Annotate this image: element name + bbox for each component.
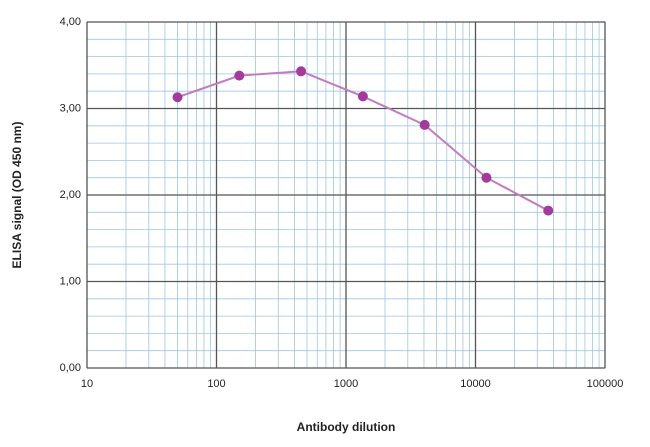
x-tick-label: 100000 [587,378,624,390]
y-tick-label: 3,00 [60,102,81,114]
x-axis-title: Antibody dilution [297,420,396,434]
x-tick-label: 10000 [460,378,491,390]
y-tick-label: 1,00 [60,275,81,287]
x-tick-label: 1000 [334,378,358,390]
y-tick-label: 0,00 [60,362,81,374]
data-point [234,70,245,81]
data-point [419,119,430,130]
y-tick-label: 2,00 [60,189,81,201]
data-point [357,91,368,102]
y-axis-title: ELISA signal (OD 450 nm) [10,122,24,269]
x-tick-label: 10 [81,378,93,390]
data-point [481,172,492,183]
y-tick-label: 4,00 [60,16,81,28]
data-point [543,205,554,216]
data-point [296,66,307,77]
data-point [172,92,183,103]
x-tick-label: 100 [207,378,225,390]
